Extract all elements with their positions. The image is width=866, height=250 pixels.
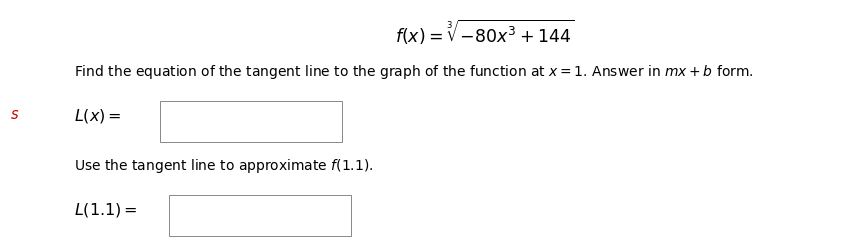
Text: $L(x) =$: $L(x) =$ (74, 106, 121, 124)
Text: $L(1.1) =$: $L(1.1) =$ (74, 200, 138, 218)
FancyBboxPatch shape (160, 101, 342, 142)
Text: s: s (10, 106, 18, 121)
Text: Use the tangent line to approximate $f(1.1)$.: Use the tangent line to approximate $f(1… (74, 156, 373, 174)
FancyBboxPatch shape (169, 195, 351, 236)
Text: $f(x) = \sqrt[3]{-80x^3 + 144}$: $f(x) = \sqrt[3]{-80x^3 + 144}$ (395, 18, 575, 46)
Text: Find the equation of the tangent line to the graph of the function at $x = 1$. A: Find the equation of the tangent line to… (74, 62, 753, 80)
